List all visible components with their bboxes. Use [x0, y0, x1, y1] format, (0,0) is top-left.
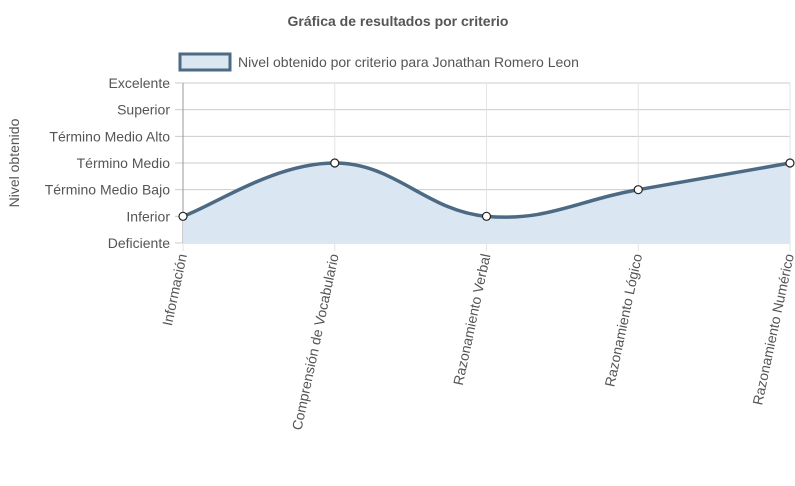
- y-tick-label: Excelente: [109, 75, 171, 91]
- legend: Nivel obtenido por criterio para Jonatha…: [178, 52, 579, 72]
- x-tick-label: Comprensión de Vocabulario: [289, 252, 342, 431]
- legend-label: Nivel obtenido por criterio para Jonatha…: [238, 54, 579, 70]
- data-point[interactable]: [330, 158, 340, 168]
- x-ticks: Información Comprensión de Vocabulario Raz…: [159, 252, 795, 431]
- data-point[interactable]: [178, 211, 188, 221]
- x-tick-label: Razonamiento Numérico: [749, 252, 795, 406]
- legend-swatch: [178, 52, 232, 72]
- x-tick-label: Razonamiento Lógico: [601, 252, 645, 388]
- x-tick-label: Información: [159, 252, 190, 327]
- data-point[interactable]: [785, 158, 795, 168]
- chart-title: Gráfica de resultados por criterio: [288, 13, 509, 29]
- y-ticks: Deficiente Inferior Término Medio Bajo Térm…: [45, 75, 171, 251]
- data-points: [178, 158, 795, 221]
- y-tick-label: Deficiente: [108, 235, 170, 251]
- data-point[interactable]: [633, 185, 643, 195]
- y-tick-label: Superior: [117, 102, 170, 118]
- x-tick-label: Razonamiento Verbal: [450, 252, 493, 386]
- y-axis-label: Nivel obtenido: [6, 118, 22, 207]
- y-tick-label: Término Medio Alto: [49, 128, 170, 144]
- y-tick-label: Término Medio: [77, 155, 171, 171]
- y-tick-label: Término Medio Bajo: [45, 182, 170, 198]
- series-area-fill: [183, 163, 790, 243]
- y-tick-label: Inferior: [126, 208, 170, 224]
- data-point[interactable]: [481, 211, 492, 221]
